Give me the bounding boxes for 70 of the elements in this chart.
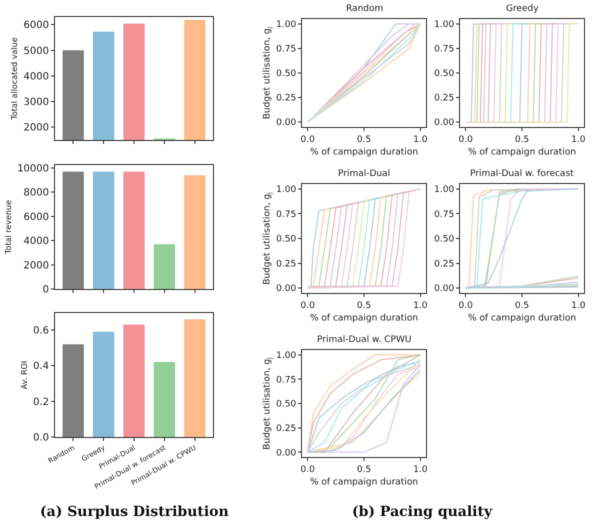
y-tick-label: 0.50 — [276, 69, 296, 80]
y-tick-label: 0.25 — [276, 259, 296, 270]
y-tick-label: 0.25 — [434, 259, 454, 270]
y-tick-label: 0.75 — [276, 210, 296, 220]
x-tick-label: 1.0 — [571, 300, 586, 311]
x-axis-title: % of campaign duration — [310, 314, 418, 324]
y-tick-label: 2000 — [24, 260, 49, 272]
x-axis-title: % of campaign duration — [310, 478, 418, 488]
x-axis-title: % of campaign duration — [468, 314, 576, 324]
y-tick-label: 1.00 — [276, 351, 296, 362]
y-tick-label: 6000 — [24, 212, 49, 223]
y-tick-label: 0.00 — [276, 284, 296, 294]
y-tick-label: 0.50 — [276, 234, 296, 245]
y-tick-label: 10000 — [17, 164, 49, 175]
y-tick-label: 0.00 — [276, 118, 296, 128]
y-tick-label: 0.00 — [434, 118, 454, 128]
y-tick-label: 0.25 — [276, 94, 296, 104]
y-axis-title: Av. ROI — [20, 360, 29, 390]
x-axis-title: % of campaign duration — [310, 148, 418, 158]
x-tick-label: 0.5 — [356, 464, 372, 475]
y-axis-title: Total revenue — [4, 200, 13, 255]
x-tick-label: 0.5 — [356, 134, 372, 145]
y-tick-label: 0.0 — [33, 432, 49, 444]
y-tick-label: 0 — [42, 284, 49, 296]
y-tick-label: 8000 — [24, 188, 49, 199]
y-tick-label: 0.75 — [434, 44, 454, 55]
y-tick-label: 0.6 — [33, 325, 49, 336]
x-tick-label: 1.0 — [571, 134, 586, 145]
chart-title: Greedy — [506, 4, 540, 14]
y-tick-label: 0.25 — [434, 94, 454, 104]
y-tick-label: 4000 — [24, 71, 49, 82]
x-tick-label: 0.5 — [356, 300, 372, 311]
chart-title: Primal-Dual w. CPWU — [317, 335, 412, 345]
y-tick-label: 0.75 — [434, 210, 454, 220]
x-tick-label: 0.0 — [458, 300, 474, 311]
x-tick-label: 0.5 — [514, 300, 530, 311]
y-tick-label: 0.2 — [33, 396, 49, 408]
y-tick-label: 3000 — [24, 97, 49, 108]
chart-title: Primal-Dual — [338, 169, 390, 179]
x-tick-label: 0.0 — [300, 300, 316, 311]
x-tick-label: 0.0 — [300, 464, 316, 475]
x-tick-label: 0.0 — [300, 134, 316, 145]
chart-title: Primal-Dual w. forecast — [470, 169, 574, 179]
y-tick-label: 1.00 — [276, 20, 296, 30]
x-tick-label: 1.0 — [413, 464, 428, 475]
y-tick-label: 0.4 — [33, 361, 49, 372]
y-tick-label: 0.00 — [434, 284, 454, 294]
y-tick-label: 5000 — [24, 46, 49, 57]
x-tick-label: 1.0 — [413, 134, 428, 145]
y-tick-label: 0.50 — [434, 234, 454, 245]
y-tick-label: 0.25 — [276, 424, 296, 434]
y-tick-label: 6000 — [24, 20, 49, 32]
y-tick-label: 1.00 — [434, 20, 454, 30]
chart-title: Random — [346, 4, 384, 14]
x-tick-label: 1.0 — [413, 300, 428, 311]
y-tick-label: 2000 — [24, 122, 49, 134]
x-axis-title: % of campaign duration — [468, 148, 576, 158]
text: (b) Pacing quality — [352, 504, 493, 520]
y-tick-label: 1.00 — [276, 185, 296, 196]
y-tick-label: 0.50 — [434, 69, 454, 80]
y-tick-label: 0.50 — [276, 400, 296, 410]
x-tick-label: 0.0 — [458, 134, 474, 145]
y-tick-label: 0.75 — [276, 375, 296, 386]
x-tick-label: 0.5 — [514, 134, 530, 145]
y-tick-label: 1.00 — [434, 185, 454, 196]
text: (a) Surplus Distribution — [40, 504, 229, 520]
y-tick-label: 0.00 — [276, 448, 296, 458]
y-tick-label: 4000 — [24, 236, 49, 248]
y-axis-title: Total allocated value — [10, 37, 20, 121]
y-tick-label: 0.75 — [276, 44, 296, 55]
